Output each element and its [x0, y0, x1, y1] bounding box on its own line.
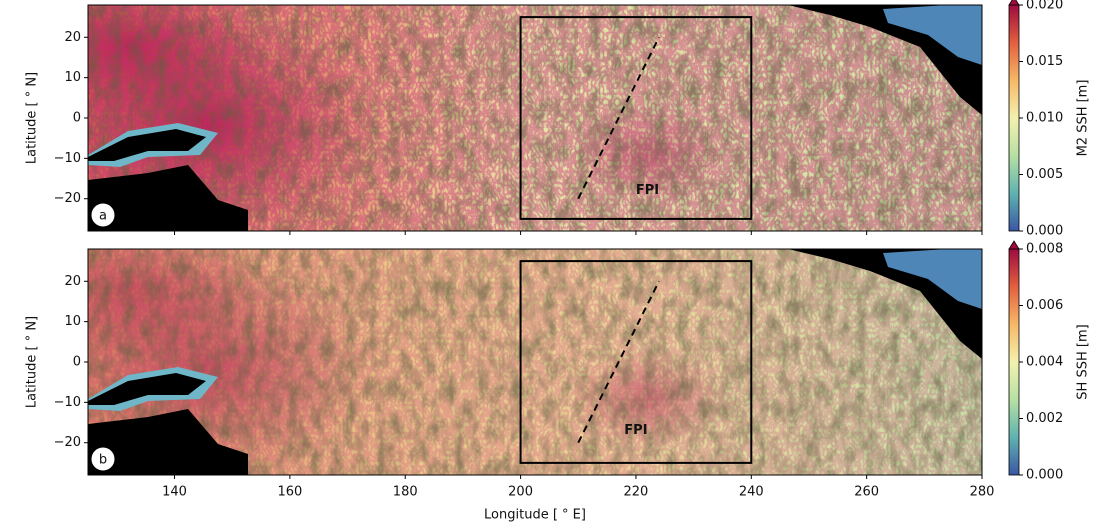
x-tick-label: 240 — [739, 485, 764, 500]
transect — [577, 280, 660, 444]
map-field — [88, 249, 982, 475]
panel-label: a — [99, 209, 107, 224]
x-tick-label: 260 — [854, 485, 879, 500]
colorbar-tick-label: 0.005 — [1026, 167, 1063, 182]
y-tick-label: −20 — [54, 191, 81, 206]
y-axis-label: Latitude [ ° N] — [25, 72, 40, 164]
colorbar-label: SH SSH [m] — [1076, 324, 1091, 399]
y-tick-label: 0 — [73, 355, 81, 370]
x-tick-label: 220 — [624, 485, 649, 500]
panel-label-bg — [91, 203, 115, 227]
y-tick-label: −10 — [54, 151, 81, 166]
colorbar-tick-label: 0.020 — [1026, 0, 1063, 13]
y-axis-label: Latitude [ ° N] — [25, 316, 40, 408]
x-tick-label: 160 — [277, 485, 302, 500]
x-tick-label: 200 — [508, 485, 533, 500]
colorbar-tick-label: 0.000 — [1026, 468, 1063, 483]
panel-label: b — [99, 453, 107, 468]
colorbar-tick-label: 0.002 — [1026, 411, 1063, 426]
texture — [88, 249, 982, 475]
x-tick-label: 140 — [162, 485, 187, 500]
y-tick-label: 10 — [64, 70, 81, 85]
x-axis-label: Longitude [ ° E] — [484, 508, 586, 523]
region-box — [519, 260, 753, 464]
y-tick-label: 20 — [64, 274, 81, 289]
panel-label-bg — [91, 447, 115, 471]
colorbar — [1008, 4, 1020, 232]
colorbar-tick-label: 0.010 — [1026, 111, 1063, 126]
colorbar-tick-label: 0.015 — [1026, 54, 1063, 69]
colorbar-extend — [1008, 0, 1020, 6]
y-tick-label: 0 — [73, 111, 81, 126]
y-tick-label: 20 — [64, 30, 81, 45]
colorbar-extend — [1008, 240, 1020, 250]
x-tick-label: 180 — [393, 485, 418, 500]
texture — [88, 5, 982, 231]
x-tick-label: 280 — [970, 485, 995, 500]
colorbar-tick-label: 0.006 — [1026, 298, 1063, 313]
colorbar — [1008, 248, 1020, 476]
y-tick-label: 10 — [64, 314, 81, 329]
region-box — [519, 16, 753, 220]
transect — [577, 36, 660, 200]
y-tick-label: −10 — [54, 395, 81, 410]
colorbar-tick-label: 0.004 — [1026, 355, 1063, 370]
colorbar-label: M2 SSH [m] — [1076, 80, 1091, 157]
annotation: FPI — [636, 183, 659, 198]
annotation: FPI — [624, 423, 647, 438]
colorbar-tick-label: 0.008 — [1026, 242, 1063, 257]
map-field — [88, 5, 982, 231]
y-tick-label: −20 — [54, 435, 81, 450]
colorbar-tick-label: 0.000 — [1026, 224, 1063, 239]
